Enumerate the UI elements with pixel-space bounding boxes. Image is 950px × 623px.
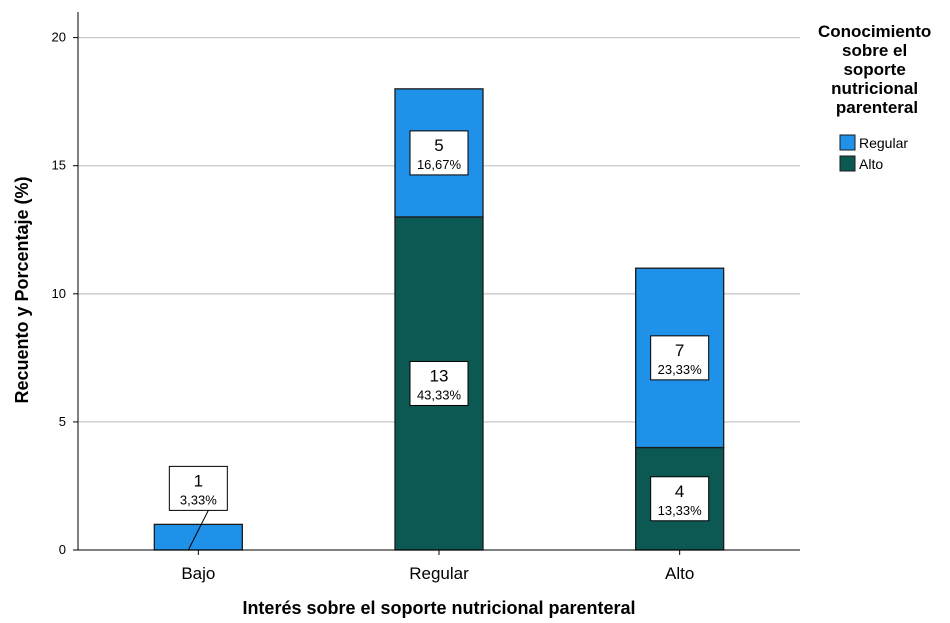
- legend-title-line: soporte: [843, 60, 905, 79]
- legend-label: Alto: [859, 156, 883, 172]
- x-category-label: Alto: [665, 564, 694, 583]
- data-label-percent: 13,33%: [658, 503, 703, 518]
- data-label-count: 13: [430, 366, 449, 385]
- y-tick-label: 15: [52, 158, 66, 173]
- legend-title-line: sobre el: [842, 41, 907, 60]
- data-label-box: [409, 130, 469, 176]
- x-category-label: Regular: [409, 564, 469, 583]
- data-label-box: [409, 360, 469, 406]
- legend-swatch: [839, 134, 856, 151]
- y-tick-label: 5: [59, 414, 66, 429]
- y-tick-label: 0: [59, 542, 66, 557]
- legend-swatch: [839, 155, 856, 172]
- legend-label: Regular: [859, 135, 908, 151]
- legend-title: Conocimiento sobre el soporte nutriciona…: [818, 22, 936, 117]
- legend: Conocimiento sobre el soporte nutriciona…: [818, 22, 936, 172]
- bar-segment: [153, 523, 243, 551]
- y-ticks: 0 5 10 15 20: [52, 30, 78, 557]
- data-label-count: 7: [675, 341, 684, 360]
- data-label-percent: 3,33%: [180, 492, 217, 507]
- data-label-box: [650, 476, 710, 522]
- y-tick-label: 10: [52, 286, 66, 301]
- legend-entries: Regular Alto: [839, 134, 908, 172]
- data-label-count: 5: [434, 136, 443, 155]
- x-categories: Bajo Regular Alto: [181, 550, 694, 583]
- x-axis-title: Interés sobre el soporte nutricional par…: [242, 598, 635, 618]
- data-label-box: [168, 465, 228, 511]
- legend-title-line: Conocimiento: [818, 22, 931, 41]
- y-axis-title: Recuento y Porcentaje (%): [12, 176, 32, 403]
- y-tick-label: 20: [52, 30, 66, 45]
- x-category-label: Bajo: [181, 564, 215, 583]
- data-label-count: 1: [194, 471, 203, 490]
- label-leader-line: [187, 510, 209, 551]
- data-label-box: [650, 335, 710, 381]
- data-label-percent: 43,33%: [417, 387, 462, 402]
- legend-title-line: nutricional: [831, 79, 918, 98]
- data-label-count: 4: [675, 482, 684, 501]
- legend-title-line: parenteral: [836, 98, 918, 117]
- data-label-percent: 23,33%: [658, 362, 703, 377]
- data-label-percent: 16,67%: [417, 157, 462, 172]
